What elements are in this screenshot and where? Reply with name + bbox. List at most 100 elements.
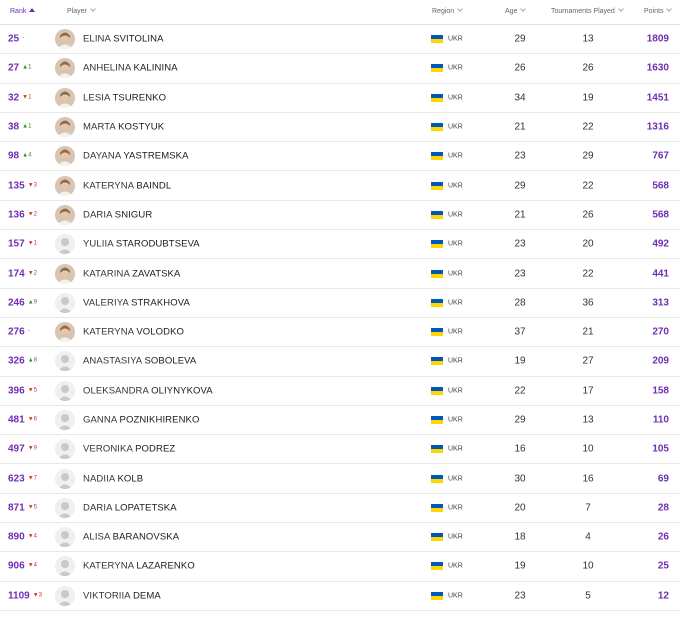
player-name-link[interactable]: OLEKSANDRA OLIYNYKOVA — [83, 385, 213, 396]
player-avatar[interactable] — [55, 175, 75, 196]
rank-value: 98 ▲4 — [8, 151, 31, 162]
player-name-link[interactable]: NADIIA KOLB — [83, 473, 143, 484]
rank-number: 890 — [8, 531, 25, 543]
player-avatar[interactable] — [55, 292, 75, 313]
rank-column-header[interactable]: Rank — [10, 8, 36, 15]
player-name-link[interactable]: ANHELINA KALININA — [83, 63, 178, 74]
rank-number: 38 — [8, 121, 20, 133]
player-first-name: KATERYNA — [83, 560, 134, 572]
player-column-header[interactable]: Player — [67, 6, 96, 15]
table-row[interactable]: 246 ▲9 VALERIYA STRAKHOVA UKR 28 36 313 — [0, 289, 680, 318]
player-avatar[interactable] — [55, 439, 75, 460]
table-row[interactable]: 326 ▲8 ANASTASIYA SOBOLEVA UKR 19 27 209 — [0, 347, 680, 377]
country-code: UKR — [448, 533, 463, 541]
player-first-name: DARIA — [83, 209, 113, 221]
player-last-name: ZAVATSKA — [132, 268, 181, 280]
rank-value: 396 ▼5 — [8, 385, 37, 396]
tournaments-header-label: Tournaments Played — [551, 8, 615, 15]
rank-value: 1109 ▼3 — [8, 590, 42, 601]
player-avatar[interactable] — [55, 322, 75, 343]
player-avatar[interactable] — [55, 58, 75, 79]
player-avatar[interactable] — [55, 87, 75, 108]
table-row[interactable]: 890 ▼4 ALISA BARANOVSKA UKR 18 4 26 — [0, 523, 680, 553]
player-name-link[interactable]: GANNA POZNIKHIRENKO — [83, 415, 199, 426]
player-name-link[interactable]: LESIA TSURENKO — [83, 92, 166, 103]
player-name-link[interactable]: MARTA KOSTYUK — [83, 122, 164, 133]
table-row[interactable]: 25- ELINA SVITOLINA UKR 29 13 1809 — [0, 25, 680, 55]
player-name-link[interactable]: YULIIA STARODUBTSEVA — [83, 239, 200, 250]
player-last-name: SVITOLINA — [113, 33, 164, 45]
table-row[interactable]: 174 ▼2 KATARINA ZAVATSKA UKR 23 22 441 — [0, 259, 680, 289]
table-row[interactable]: 38 ▲1 MARTA KOSTYUK UKR 21 22 1316 — [0, 113, 680, 143]
player-name-link[interactable]: KATERYNA VOLODKO — [83, 327, 184, 338]
age-value: 21 — [514, 209, 526, 221]
rank-number: 497 — [8, 443, 25, 455]
table-row[interactable]: 135 ▼3 KATERYNA BAINDL UKR 29 22 568 — [0, 171, 680, 201]
table-row[interactable]: 98 ▲4 DAYANA YASTREMSKA UKR 23 29 767 — [0, 142, 680, 172]
rank-movement: ▼4 — [27, 562, 37, 569]
table-row[interactable]: 871 ▼5 DARIA LOPATETSKA UKR 20 7 28 — [0, 494, 680, 524]
player-avatar[interactable] — [55, 497, 75, 518]
rank-movement: ▼3 — [27, 182, 37, 189]
ukraine-flag-icon — [431, 152, 443, 161]
player-name-link[interactable]: KATERYNA BAINDL — [83, 180, 171, 191]
player-name-link[interactable]: ALISA BARANOVSKA — [83, 532, 179, 543]
rank-movement: ▲1 — [22, 64, 32, 71]
table-row[interactable]: 136 ▼2 DARIA SNIGUR UKR 21 26 568 — [0, 201, 680, 231]
player-name-link[interactable]: VALERIYA STRAKHOVA — [83, 297, 190, 308]
player-avatar[interactable] — [55, 468, 75, 489]
player-avatar[interactable] — [55, 29, 75, 50]
player-photo-icon — [55, 58, 75, 79]
player-name-link[interactable]: KATARINA ZAVATSKA — [83, 268, 180, 279]
player-name-link[interactable]: VERONIKA PODREZ — [83, 444, 175, 455]
points-value: 158 — [652, 385, 669, 397]
table-row[interactable]: 623 ▼7 NADIIA KOLB UKR 30 16 69 — [0, 464, 680, 494]
player-avatar[interactable] — [55, 263, 75, 284]
player-avatar[interactable] — [55, 204, 75, 225]
player-avatar[interactable] — [55, 380, 75, 401]
table-row[interactable]: 27 ▲1 ANHELINA KALININA UKR 26 26 1630 — [0, 54, 680, 84]
age-column-header[interactable]: Age — [505, 6, 527, 15]
player-avatar[interactable] — [55, 527, 75, 548]
table-row[interactable]: 32 ▼1 LESIA TSURENKO UKR 34 19 1451 — [0, 84, 680, 113]
player-avatar[interactable] — [55, 410, 75, 430]
table-row[interactable]: 497 ▼9 VERONIKA PODREZ UKR 16 10 105 — [0, 435, 680, 465]
table-row[interactable]: 906 ▼4 KATERYNA LAZARENKO UKR 19 10 25 — [0, 552, 680, 582]
player-avatar[interactable] — [55, 351, 75, 372]
avatar-placeholder-icon — [55, 497, 75, 518]
rank-number: 326 — [8, 355, 25, 367]
age-value: 22 — [514, 385, 526, 397]
tournaments-value: 5 — [585, 590, 591, 602]
tournaments-value: 4 — [585, 531, 591, 543]
player-avatar[interactable] — [55, 234, 75, 255]
table-row[interactable]: 1109 ▼3 VIKTORIIA DEMA UKR 23 5 12 — [0, 582, 680, 611]
points-value: 12 — [657, 590, 669, 602]
player-name-link[interactable]: ELINA SVITOLINA — [83, 34, 164, 45]
player-avatar[interactable] — [55, 146, 75, 167]
player-photo-icon — [55, 175, 75, 196]
player-name-link[interactable]: DARIA SNIGUR — [83, 209, 152, 220]
table-row[interactable]: 276- KATERYNA VOLODKO UKR 37 21 270 — [0, 318, 680, 348]
player-first-name: GANNA — [83, 414, 117, 426]
player-avatar[interactable] — [55, 585, 75, 606]
tournaments-value: 26 — [582, 62, 594, 74]
player-name-link[interactable]: VIKTORIIA DEMA — [83, 590, 161, 601]
tournaments-column-header[interactable]: Tournaments Played — [551, 6, 624, 15]
table-row[interactable]: 396 ▼5 OLEKSANDRA OLIYNYKOVA UKR 22 17 15… — [0, 377, 680, 406]
points-column-header[interactable]: Points — [644, 6, 673, 15]
player-name-link[interactable]: ANASTASIYA SOBOLEVA — [83, 356, 196, 367]
player-name-link[interactable]: DARIA LOPATETSKA — [83, 502, 177, 513]
age-value: 23 — [514, 238, 526, 250]
table-row[interactable]: 157 ▼1 YULIIA STARODUBTSEVA UKR 23 20 492 — [0, 230, 680, 260]
points-value: 767 — [652, 150, 669, 162]
tournaments-value: 22 — [582, 180, 594, 192]
table-row[interactable]: 481 ▼6 GANNA POZNIKHIRENKO UKR 29 13 110 — [0, 406, 680, 436]
player-avatar[interactable] — [55, 556, 75, 577]
player-last-name: LOPATETSKA — [114, 502, 177, 514]
country-code: UKR — [448, 94, 463, 102]
player-name-link[interactable]: DAYANA YASTREMSKA — [83, 151, 189, 162]
player-avatar[interactable] — [55, 117, 75, 138]
region-column-header[interactable]: Region — [432, 6, 464, 15]
player-name-link[interactable]: KATERYNA LAZARENKO — [83, 561, 195, 572]
age-value: 28 — [514, 297, 526, 309]
